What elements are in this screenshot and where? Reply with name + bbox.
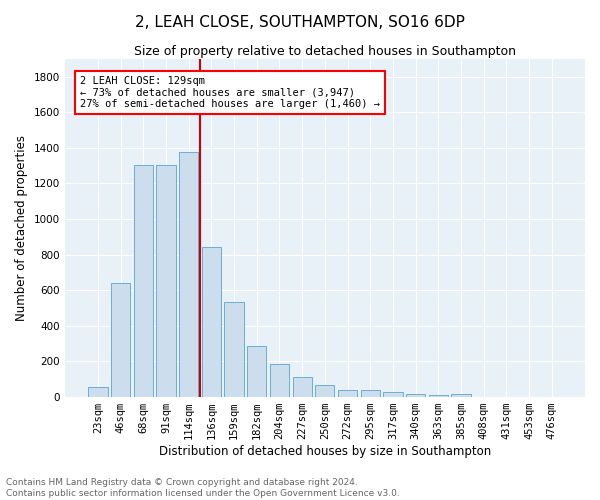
Bar [315, 384, 334, 396]
Bar [428, 395, 448, 396]
Bar [179, 152, 199, 396]
Bar [134, 165, 153, 396]
Bar [361, 390, 380, 396]
Bar [88, 387, 107, 396]
Bar [293, 377, 312, 396]
Bar [202, 246, 221, 396]
Title: Size of property relative to detached houses in Southampton: Size of property relative to detached ho… [134, 45, 516, 58]
Bar [451, 394, 470, 396]
Bar [270, 364, 289, 396]
Bar [224, 302, 244, 396]
X-axis label: Distribution of detached houses by size in Southampton: Distribution of detached houses by size … [159, 444, 491, 458]
Text: Contains HM Land Registry data © Crown copyright and database right 2024.
Contai: Contains HM Land Registry data © Crown c… [6, 478, 400, 498]
Bar [111, 283, 130, 397]
Bar [247, 346, 266, 397]
Bar [338, 390, 357, 396]
Bar [157, 165, 176, 396]
Text: 2 LEAH CLOSE: 129sqm
← 73% of detached houses are smaller (3,947)
27% of semi-de: 2 LEAH CLOSE: 129sqm ← 73% of detached h… [80, 76, 380, 109]
Bar [406, 394, 425, 396]
Y-axis label: Number of detached properties: Number of detached properties [15, 135, 28, 321]
Text: 2, LEAH CLOSE, SOUTHAMPTON, SO16 6DP: 2, LEAH CLOSE, SOUTHAMPTON, SO16 6DP [135, 15, 465, 30]
Bar [383, 392, 403, 396]
